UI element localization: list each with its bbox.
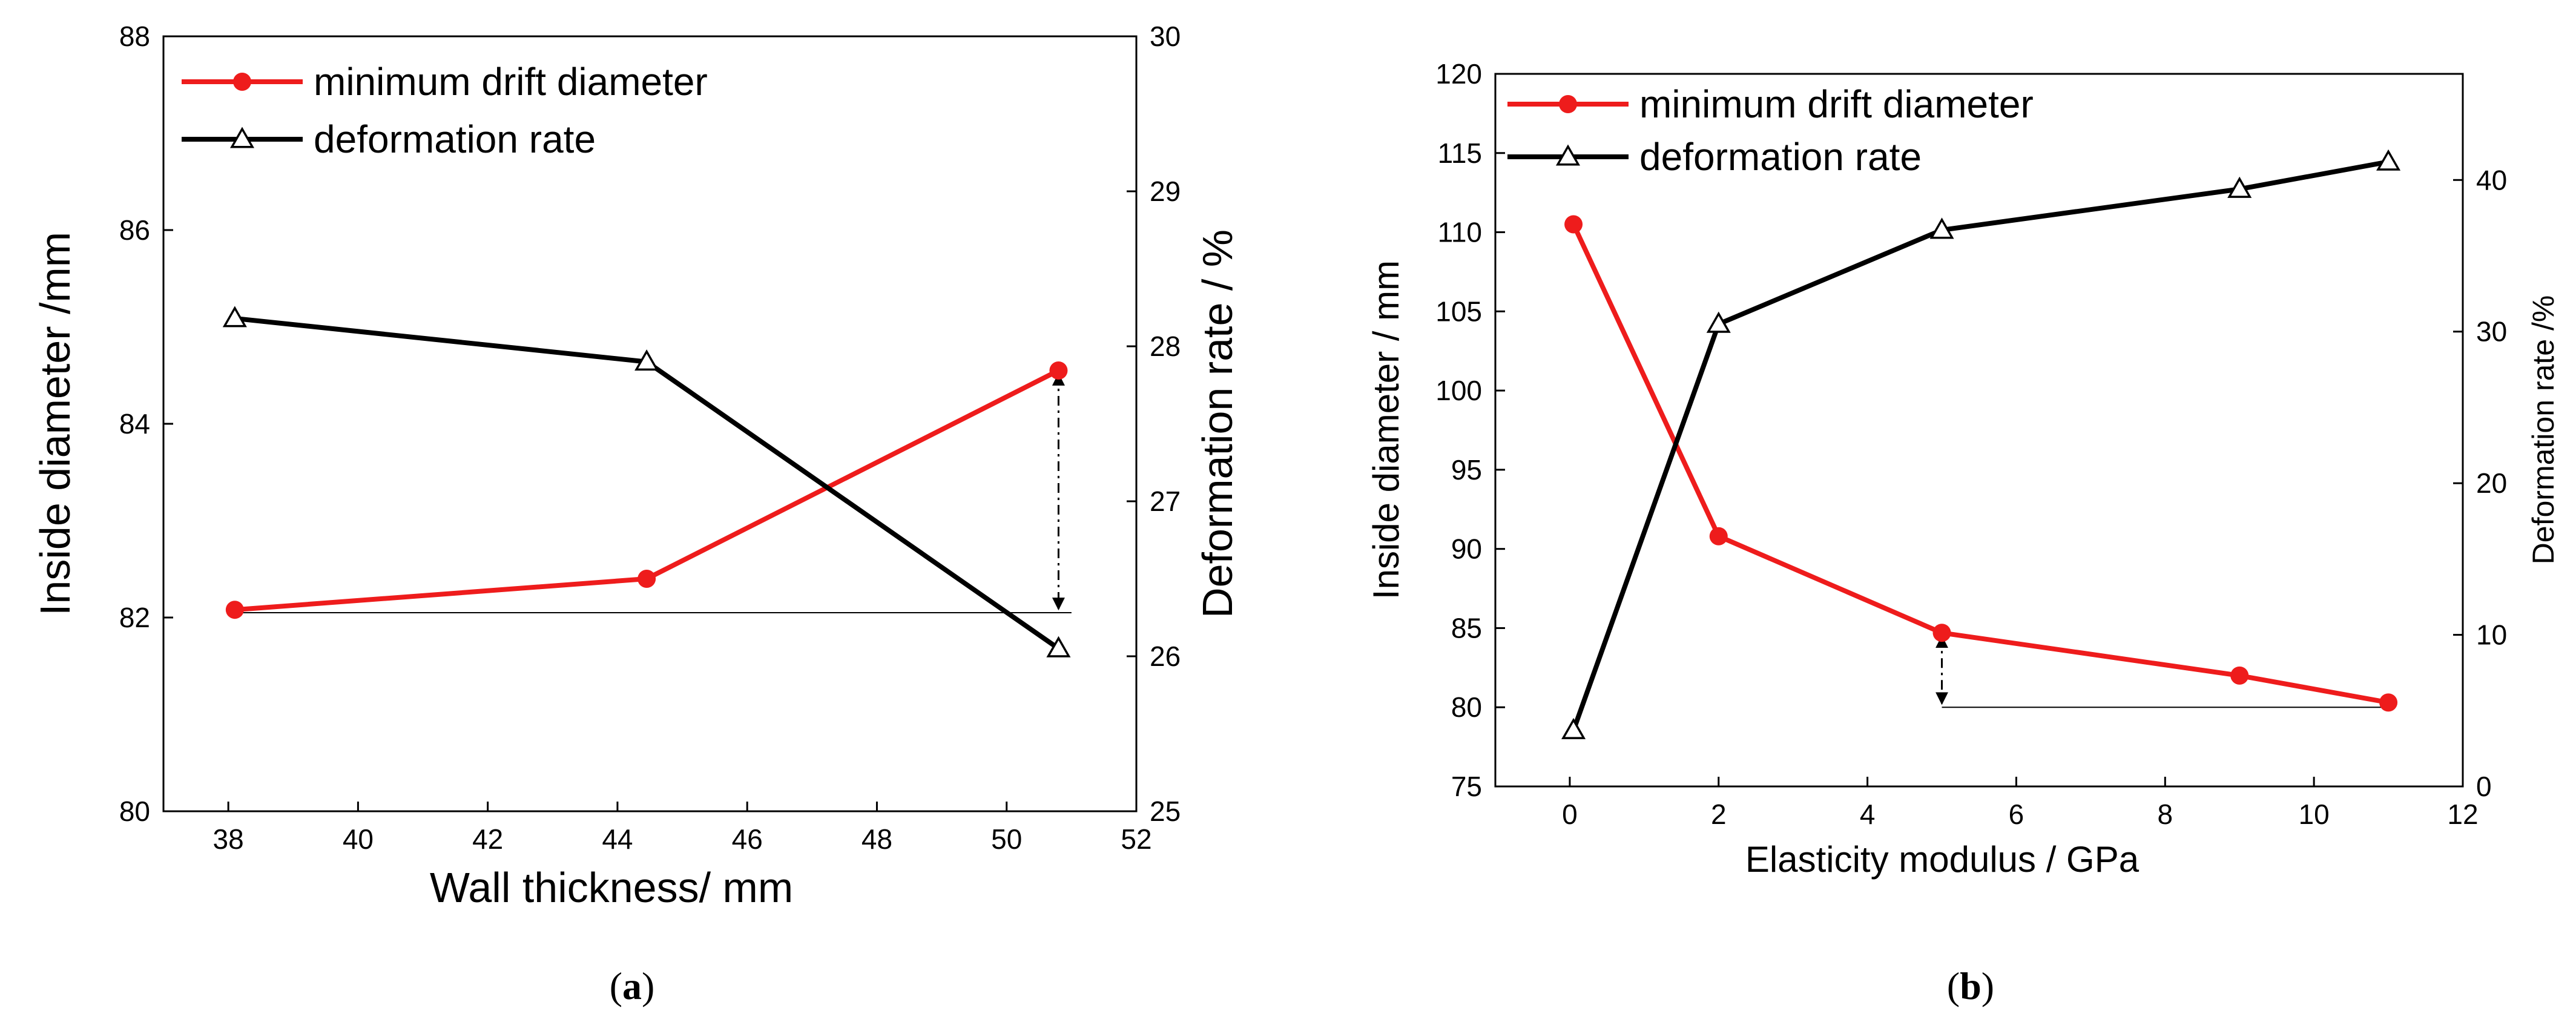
caption-b-open: ( [1947, 964, 1960, 1007]
p0-data-point-deformation [222, 306, 247, 328]
p1-data-point-deformation [1706, 311, 1731, 333]
p0-x-tick-label: 48 [861, 823, 892, 855]
tick-group-b: 0 2 4 6 8 10 12 75 80 85 90 95 100 105 110 115 120 0 10 20 3… [1435, 58, 2507, 830]
caption-a-open: ( [610, 964, 622, 1007]
p1-data-point-diameter [2230, 666, 2249, 685]
p1-data-point-diameter [1564, 215, 1583, 234]
chart-panel-a: 38 40 42 44 46 48 50 52 80 82 84 86 88 25 26 27 28 29 30 m… [31, 21, 1241, 1007]
p1-legend-marker-triangle [1555, 144, 1581, 166]
p0-y-tick-label: 82 [119, 602, 150, 633]
p1-x-tick-label: 6 [2009, 799, 2024, 830]
p0-x-tick-label: 38 [213, 823, 244, 855]
caption-a-letter: a [622, 964, 642, 1007]
p1-y-tick-label: 80 [1451, 691, 1482, 723]
p1-data-point-deformation [1561, 717, 1586, 739]
p1-y2-tick-label: 20 [2476, 467, 2507, 499]
p1-x-tick-label: 10 [2299, 799, 2330, 830]
y-axis-label-b: Inside diameter / mm [1366, 260, 1406, 599]
p1-y-tick-label: 75 [1451, 771, 1482, 802]
p1-legend-label-0: minimum drift diameter [1639, 82, 2034, 126]
p0-x-tick-label: 42 [472, 823, 503, 855]
legend-b: minimum drift diameter deformation rate [1507, 82, 2034, 179]
y2-axis-label-b: Deformation rate /% [2526, 295, 2560, 565]
p1-x-tick-label: 12 [2447, 799, 2478, 830]
p1-y-tick-label: 110 [1438, 217, 1482, 248]
p0-y-tick-label: 88 [119, 21, 150, 52]
plot-frame-a [162, 35, 1138, 812]
p0-y-tick-label: 80 [119, 796, 150, 827]
p1-y-tick-label: 90 [1451, 533, 1482, 565]
y-axis-label-a: Inside diameter /mm [31, 232, 79, 616]
p0-data-point-diameter [637, 570, 656, 588]
p0-y-tick-label: 86 [119, 214, 150, 246]
p0-data-point-deformation [634, 349, 659, 371]
p0-x-tick-label: 40 [343, 823, 374, 855]
p0-y2-tick-label: 27 [1150, 486, 1181, 517]
p1-y2-tick-label: 30 [2476, 316, 2507, 348]
caption-b: (b) [1947, 964, 1994, 1007]
p1-data-point-diameter [1932, 624, 1951, 642]
p1-y2-tick-label: 40 [2476, 164, 2507, 196]
p1-legend-marker-circle [1559, 95, 1577, 113]
p0-data-point-deformation [1046, 636, 1071, 657]
p0-legend-marker-circle [233, 73, 251, 91]
p0-legend-marker-triangle [229, 127, 255, 148]
p1-series-line-0 [1571, 223, 2389, 705]
p1-series-line-1 [1571, 159, 2389, 731]
p0-data-point-diameter [225, 601, 244, 619]
p1-legend-label-1: deformation rate [1639, 135, 1922, 179]
p0-y2-tick-label: 25 [1150, 796, 1181, 827]
p0-x-tick-label: 50 [991, 823, 1022, 855]
y2-axis-label-a: Deformation rate / % [1194, 229, 1241, 618]
p1-y-tick-label: 100 [1435, 375, 1482, 406]
caption-a: (a) [610, 964, 655, 1007]
series-group-a [222, 306, 1072, 657]
p1-y-tick-label: 85 [1451, 612, 1482, 644]
x-axis-label-a: Wall thickness/ mm [430, 864, 793, 911]
p0-x-tick-label: 52 [1121, 823, 1151, 855]
p0-y2-tick-label: 26 [1150, 641, 1181, 672]
tick-group-a: 38 40 42 44 46 48 50 52 80 82 84 86 88 25 26 27 28 29 30 [119, 21, 1181, 855]
caption-a-close: ) [642, 964, 654, 1007]
x-axis-label-b: Elasticity modulus / GPa [1745, 839, 2140, 880]
p0-x-tick-label: 44 [602, 823, 633, 855]
p1-y-tick-label: 105 [1435, 295, 1482, 327]
p0-y2-tick-label: 28 [1150, 331, 1181, 362]
p0-legend-label-0: minimum drift diameter [314, 60, 708, 104]
p1-x-tick-label: 0 [1562, 799, 1578, 830]
p1-x-tick-label: 4 [1860, 799, 1876, 830]
legend-a: minimum drift diameter deformation rate [182, 60, 708, 161]
plot-frame-b [1494, 73, 2464, 788]
chart-panel-b: 0 2 4 6 8 10 12 75 80 85 90 95 100 105 110 115 120 0 10 20 3… [1366, 58, 2560, 1007]
p1-data-point-deformation [1929, 217, 1954, 239]
p1-y-tick-label: 115 [1438, 137, 1482, 169]
p1-x-tick-label: 2 [1711, 799, 1727, 830]
p0-data-point-diameter [1049, 361, 1068, 380]
p1-y-tick-label: 120 [1435, 58, 1482, 90]
p0-legend-label-1: deformation rate [314, 117, 596, 161]
p0-y-tick-label: 84 [119, 408, 150, 440]
p1-data-point-deformation [2376, 149, 2401, 171]
caption-b-close: ) [1981, 964, 1994, 1007]
p0-x-tick-label: 46 [732, 823, 763, 855]
p1-x-tick-label: 8 [2158, 799, 2173, 830]
p1-y-tick-label: 95 [1451, 454, 1482, 486]
p1-data-point-diameter [1709, 527, 1728, 545]
series-group-b [1561, 149, 2401, 739]
caption-b-letter: b [1960, 964, 1981, 1007]
p1-data-point-diameter [2379, 693, 2398, 712]
p1-y2-tick-label: 0 [2476, 771, 2492, 802]
p1-data-point-deformation [2227, 176, 2252, 198]
p0-y2-tick-label: 30 [1150, 21, 1181, 52]
p0-y2-tick-label: 29 [1150, 176, 1181, 207]
p1-y2-tick-label: 10 [2476, 619, 2507, 651]
